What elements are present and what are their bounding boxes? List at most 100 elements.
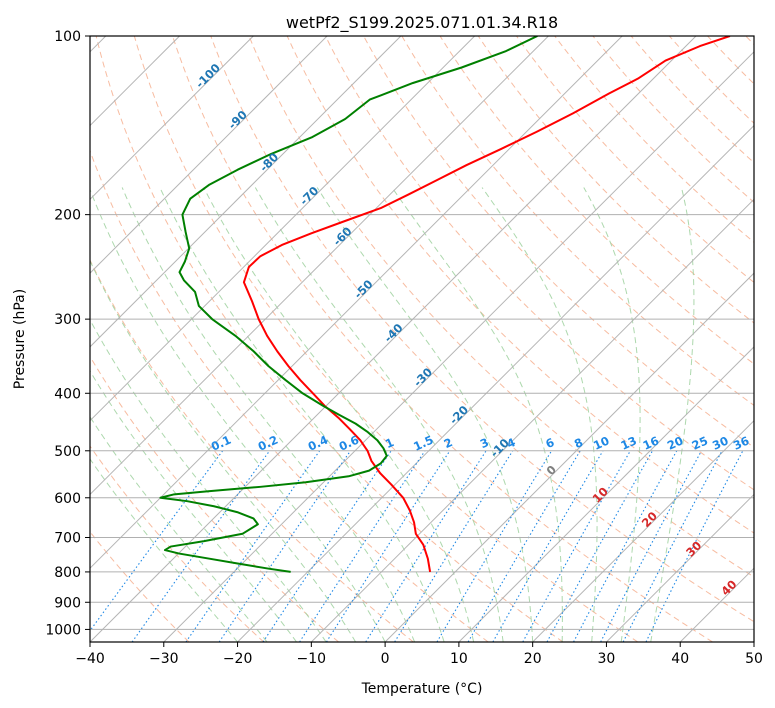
dry-adiabat [630,36,754,164]
y-tick-label: 600 [54,491,81,507]
dry-adiabat [210,36,754,623]
isotherm-line [90,36,402,348]
isotherm-label: 0 [543,462,559,478]
isotherm-label: 40 [718,577,739,598]
mixing-ratio-line [131,450,271,642]
y-tick-label: 1000 [45,622,81,638]
moist-adiabat [391,187,563,642]
x-tick-label: −30 [149,651,179,667]
mixing-ratio-label: 6 [543,435,556,451]
dry-adiabat [516,36,754,284]
isotherm-label: -50 [351,277,376,302]
moist-adiabat [254,187,504,642]
isotherm-line [310,198,754,642]
isotherm-line [90,36,328,274]
dry-adiabat [90,259,414,642]
mixing-ratio-label: 20 [665,433,685,452]
isotherm-line [163,51,754,642]
isotherm-line [753,641,754,642]
y-axis-label: Pressure (hPa) [12,289,28,389]
dry-adiabat [90,531,190,642]
isotherm-label: -60 [330,224,355,249]
x-tick-label: 20 [524,651,542,667]
moist-adiabat [90,318,327,642]
mixing-ratio-label: 16 [641,433,661,452]
chart-title: wetPf2_S199.2025.071.01.34.R18 [286,13,558,33]
y-tick-label: 900 [54,595,81,611]
mixing-ratio-line [299,450,426,642]
moist-adiabat [583,187,641,642]
mixing-ratio-line [436,450,553,642]
moist-adiabat [90,259,357,642]
mixing-ratio-label: 13 [619,433,639,452]
dry-adiabat [324,36,754,491]
dewpoint-profile-line [159,36,538,573]
dry-adiabat [707,36,754,85]
mixing-ratio-label: 36 [731,433,751,452]
x-tick-label: 40 [671,651,689,667]
mixing-ratio-label: 10 [591,433,611,452]
mixing-ratio-label: 25 [690,433,710,452]
dry-adiabat [401,36,754,406]
line-labels: 0.1 0.2 0.4 0.6 1 1.5 2 3 4 6 8 10 13 16 20 25 30 36-100-… [193,61,752,599]
x-tick-label: 0 [381,651,390,667]
dry-adiabat [90,149,489,642]
moist-adiabat [90,458,238,642]
moist-adiabat [121,187,416,642]
y-tick-label: 700 [54,531,81,547]
background-lines [90,36,754,642]
isotherm-label: 20 [639,509,660,530]
pressure-gridlines [90,36,754,630]
isotherm-line [384,272,754,642]
moist-adiabat [203,187,475,642]
y-tick-label: 400 [54,386,81,402]
isotherm-label: -40 [381,321,406,346]
isotherm-label: -80 [257,150,282,175]
mixing-ratio-line [365,450,487,642]
isotherm-label: -30 [411,365,436,390]
x-axis-label: Temperature (°C) [361,681,483,697]
y-axis-ticks: 1000 900 800 700 600 500 400 300 200 100 [45,29,90,638]
x-tick-label: −40 [75,651,105,667]
mixing-ratio-line [218,450,351,642]
x-tick-label: 50 [745,651,763,667]
mixing-ratio-line [522,450,631,642]
moist-adiabat [90,370,297,642]
mixing-ratio-line [546,450,653,642]
moist-adiabat [90,415,268,642]
isotherm-line [237,124,754,642]
y-tick-label: 200 [54,208,81,224]
mixing-ratio-label: 2 [442,435,455,451]
temperature-profile-line [242,36,731,573]
isotherm-line [90,36,697,642]
dry-adiabat [248,36,754,578]
x-tick-label: 30 [597,651,615,667]
profile-series [159,36,731,573]
mixing-ratio-label: 1 [383,435,396,451]
y-tick-label: 800 [54,565,81,581]
x-tick-label: 10 [450,651,468,667]
mixing-ratio-line [492,450,604,642]
moist-adiabat [90,188,386,642]
dry-adiabat [745,36,754,46]
mixing-ratio-line [90,450,224,632]
isotherm-line [606,493,754,642]
y-tick-label: 500 [54,444,81,460]
isotherm-line [532,419,754,642]
isotherm-line [90,36,476,422]
mixing-ratio-line [185,450,321,642]
isotherm-label: -90 [225,108,250,133]
moist-adiabat [316,187,534,642]
isotherm-line [90,36,623,569]
y-tick-label: 100 [54,29,81,45]
moist-adiabat [650,187,695,642]
dry-adiabat [554,36,754,243]
isotherm-line [90,36,254,201]
isotherm-line [458,346,754,642]
y-tick-label: 300 [54,312,81,328]
isotherm-label: -100 [193,61,223,91]
isotherm-label: -20 [447,403,472,428]
mixing-ratio-label: 30 [710,433,730,452]
isotherm-label: 10 [590,484,611,505]
mixing-ratio-line [325,450,451,642]
